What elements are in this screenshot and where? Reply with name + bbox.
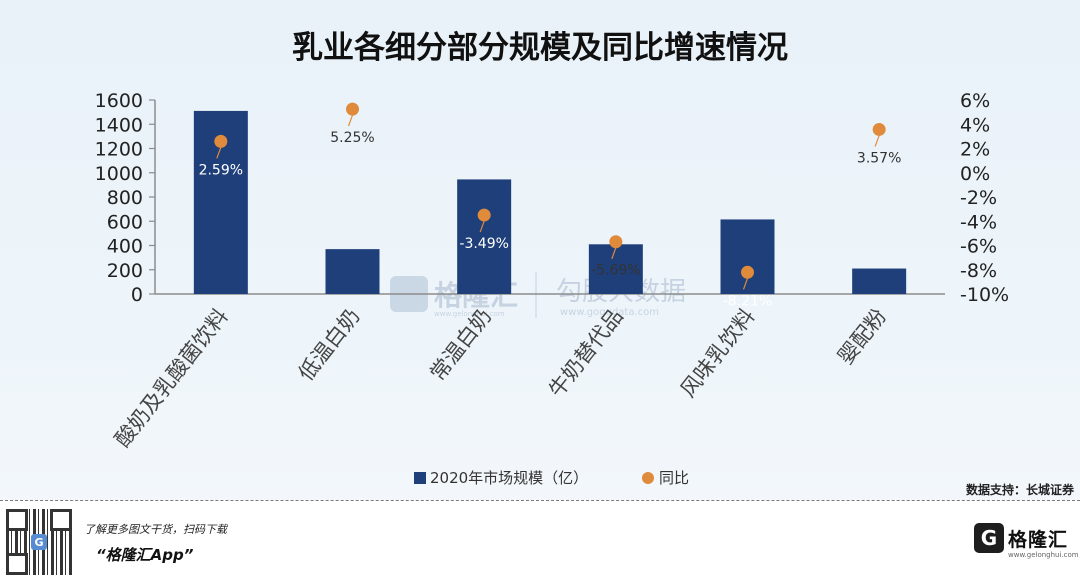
footer-app-name: “格隆汇App” bbox=[96, 546, 194, 564]
left-tick-label: 0 bbox=[131, 284, 143, 306]
legend: 2020年市场规模（亿） 同比 bbox=[414, 469, 689, 487]
point-label-5: 3.57% bbox=[857, 150, 901, 166]
bar-4 bbox=[720, 219, 775, 294]
points: 2.59% 5.25% -3.49% -5.69% -8.21% 3.57% bbox=[199, 102, 901, 309]
watermark-brand2-url: www.gogudata.com bbox=[560, 307, 659, 318]
point-3 bbox=[609, 235, 623, 249]
legend-bar-swatch bbox=[414, 472, 426, 484]
right-tick-label: -8% bbox=[960, 260, 997, 282]
right-tick-label: -4% bbox=[960, 211, 997, 233]
bar-3 bbox=[588, 244, 643, 294]
left-tick-label: 1600 bbox=[95, 90, 143, 112]
qr-logo-icon: G bbox=[31, 534, 47, 550]
legend-point-label: 同比 bbox=[659, 469, 689, 487]
point-label-leader bbox=[479, 220, 485, 233]
left-tick-label: 1400 bbox=[95, 114, 143, 136]
point-label-leader bbox=[611, 247, 617, 259]
brand-url: www.gelonghui.com bbox=[1008, 551, 1079, 559]
point-label-leader bbox=[874, 135, 880, 147]
chart-title: 乳业各细分部分规模及同比增速情况 bbox=[292, 30, 788, 66]
point-0 bbox=[214, 134, 228, 148]
brand-logo-icon: G bbox=[974, 523, 1004, 553]
x-tick-labels: 酸奶及乳酸菌饮料 低温白奶 常温白奶 牛奶替代品 风味乳饮料 婴配粉 bbox=[110, 304, 891, 451]
point-label-1: 5.25% bbox=[330, 130, 374, 146]
left-tick-label: 800 bbox=[107, 187, 143, 209]
right-tick-label: 2% bbox=[960, 139, 990, 161]
point-label-0: 2.59% bbox=[199, 162, 243, 178]
point-label-4: -8.21% bbox=[723, 293, 773, 309]
source-note: 数据支持：长城证券 bbox=[966, 482, 1075, 497]
x-tick-label-1: 低温白奶 bbox=[294, 304, 365, 385]
right-tick-label: -10% bbox=[960, 284, 1009, 306]
bar-5 bbox=[852, 268, 907, 294]
footer: G 了解更多图文干货，扫码下载 “格隆汇App” G 格隆汇 www.gelon… bbox=[0, 501, 1080, 578]
left-tick-label: 200 bbox=[107, 260, 143, 282]
x-tick-label-4: 风味乳饮料 bbox=[676, 304, 760, 402]
left-tick-label: 1000 bbox=[95, 163, 143, 185]
left-tick-label: 1200 bbox=[95, 139, 143, 161]
right-tick-label: -6% bbox=[960, 236, 997, 258]
x-tick-label-3: 牛奶替代品 bbox=[544, 304, 628, 402]
point-5 bbox=[872, 122, 886, 136]
chart-background bbox=[0, 0, 1080, 500]
qr-code[interactable]: G bbox=[6, 509, 72, 575]
bar-1 bbox=[325, 249, 380, 294]
bar-2 bbox=[457, 179, 512, 294]
right-tick-label: 0% bbox=[960, 163, 990, 185]
legend-point-swatch bbox=[642, 472, 654, 484]
footer-divider bbox=[0, 500, 1080, 501]
point-label-leader bbox=[742, 278, 749, 290]
right-tick-label: 6% bbox=[960, 90, 990, 112]
left-tick-label: 600 bbox=[107, 211, 143, 233]
brand-name: 格隆汇 bbox=[1008, 528, 1069, 551]
watermark-brand-url: www.gelonghui.com bbox=[434, 310, 505, 318]
point-2 bbox=[477, 208, 491, 222]
right-tick-label: 4% bbox=[960, 114, 990, 136]
left-tick-label: 400 bbox=[107, 236, 143, 258]
x-tick-label-5: 婴配粉 bbox=[833, 304, 891, 368]
point-4 bbox=[741, 265, 754, 279]
legend-bar-label: 2020年市场规模（亿） bbox=[430, 469, 588, 487]
point-label-2: -3.49% bbox=[459, 236, 509, 252]
right-tick-label: -2% bbox=[960, 187, 997, 209]
point-label-leader bbox=[347, 114, 354, 127]
footer-brand[interactable]: G 格隆汇 bbox=[974, 523, 1068, 553]
x-tick-label-0: 酸奶及乳酸菌饮料 bbox=[110, 304, 232, 451]
point-1 bbox=[346, 102, 359, 116]
point-label-leader bbox=[216, 147, 222, 159]
chart-svg: 乳业各细分部分规模及同比增速情况 格隆汇 www.gelonghui.com 勾… bbox=[95, 30, 1075, 497]
footer-promo-text: 了解更多图文干货，扫码下载 bbox=[84, 523, 227, 536]
point-label-3: -5.69% bbox=[591, 263, 641, 279]
bars bbox=[193, 110, 907, 294]
